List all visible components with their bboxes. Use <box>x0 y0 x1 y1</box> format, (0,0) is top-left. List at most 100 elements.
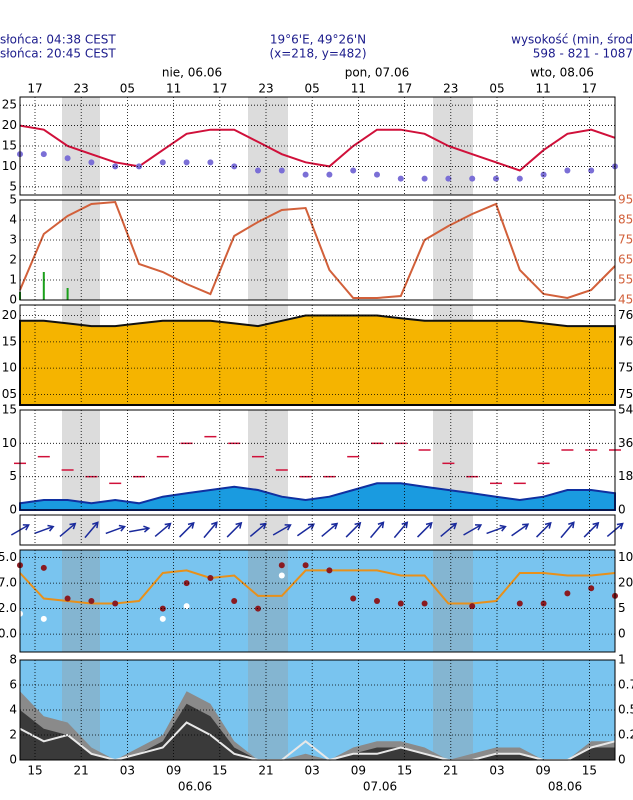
arrow-shaft <box>463 524 482 536</box>
series-dot <box>326 171 333 178</box>
series-area <box>20 703 615 760</box>
wind-arrow <box>105 524 126 535</box>
arrow-shaft <box>249 522 267 538</box>
date-label: 07.06 <box>363 780 397 794</box>
y-tick-label: 2 <box>9 253 17 267</box>
coordinates: (x=218, y=482) <box>269 47 366 61</box>
series-dot <box>302 171 309 178</box>
series-dot <box>278 167 285 174</box>
date-label: 08.06 <box>548 780 582 794</box>
series-dot <box>374 171 380 178</box>
y-tick-label: 05 <box>2 387 17 401</box>
y-tick-label: 20 <box>2 118 17 132</box>
y-tick-label: 7.0 <box>0 576 17 590</box>
y-tick-label: 10 <box>2 436 17 450</box>
wind-arrow <box>226 521 243 538</box>
day-label: pon, 07.06 <box>345 66 410 80</box>
arrow-shaft <box>393 521 408 539</box>
arrow-shaft <box>369 521 385 539</box>
wind-arrow <box>154 522 172 538</box>
panel: 05 10 15 20 75 75 76 76 <box>2 304 633 406</box>
series-dot <box>326 567 333 574</box>
arrow-shaft <box>321 522 338 538</box>
night-band <box>62 410 100 510</box>
series-dot <box>136 163 142 170</box>
arrow-head <box>259 522 267 530</box>
arrow-head <box>235 521 243 529</box>
series-dot <box>231 163 238 170</box>
y2-tick-label: 75 <box>618 387 633 401</box>
series-dot <box>183 159 190 166</box>
y2-tick-label: 36 <box>618 436 633 450</box>
panel: 0 5 10 15 0 18 36 54 <box>2 403 633 517</box>
series-dot <box>88 598 95 604</box>
panel-background <box>20 550 615 652</box>
y-tick-label: 5 <box>9 179 17 193</box>
y-tick-label: 3 <box>9 233 17 247</box>
arrow-shaft <box>560 521 575 539</box>
arrow-head <box>143 525 151 533</box>
day-label: wto, 08.06 <box>530 66 594 80</box>
hour-label: 15 <box>212 764 227 778</box>
y2-tick-label: 0.7 <box>618 678 633 692</box>
series-dot <box>112 600 119 607</box>
panel-border <box>19 409 616 511</box>
wind-arrow <box>416 521 433 538</box>
series-line <box>19 124 616 172</box>
hour-label: 11 <box>351 82 366 96</box>
series-dot <box>397 175 404 182</box>
series-dot <box>516 175 523 182</box>
arrow-head <box>92 521 99 529</box>
arrow-shaft <box>440 522 457 538</box>
arrow-shaft <box>296 523 315 537</box>
y-tick-label: 0 <box>9 293 17 307</box>
arrow-shaft <box>129 527 149 533</box>
arrow-head <box>568 521 575 529</box>
y-tick-label: 6 <box>9 678 17 692</box>
wind-arrow <box>321 522 339 538</box>
arrow-head <box>425 521 433 529</box>
y2-tick-label: 5 <box>618 601 626 615</box>
arrow-head <box>284 524 292 531</box>
arrow-shaft <box>154 522 171 538</box>
arrow-head <box>331 522 339 530</box>
hour-label: 09 <box>166 764 181 778</box>
y2-tick-label: 65 <box>618 253 633 267</box>
arrow-head <box>377 521 385 529</box>
y-tick-label: 0 <box>9 503 17 517</box>
y-tick-label: 15 <box>2 334 17 348</box>
series-dot <box>540 171 547 178</box>
arrow-shaft <box>203 521 218 539</box>
night-band <box>433 200 473 300</box>
coordinates: 19°6'E, 49°26'N <box>270 33 366 47</box>
arrow-shaft <box>511 523 529 537</box>
arrow-head <box>401 521 409 529</box>
arrow-shaft <box>416 522 433 538</box>
y-tick-label: 15 <box>2 139 17 153</box>
series-area <box>19 314 616 406</box>
arrow-shaft <box>486 525 506 535</box>
wind-arrow <box>511 523 530 537</box>
series-dot <box>183 580 190 587</box>
hour-label: 23 <box>443 82 458 96</box>
arrow-shaft <box>226 522 242 538</box>
series-dot <box>278 562 285 569</box>
y-tick-label: 0 <box>9 753 17 767</box>
series-dot <box>40 564 47 571</box>
arrow-head <box>616 522 624 530</box>
panel-border <box>19 96 616 196</box>
hour-label: 09 <box>351 764 366 778</box>
hour-label: 03 <box>489 764 504 778</box>
series-dot <box>40 151 47 158</box>
y-tick-label: 2 <box>9 728 17 742</box>
panel-border <box>19 199 616 301</box>
y-tick-label: 5.0 <box>0 550 17 564</box>
series-dot <box>231 598 238 604</box>
y2-tick-label: 10 <box>618 550 633 564</box>
wind-arrow <box>59 522 77 538</box>
hour-label: 11 <box>166 82 181 96</box>
y2-tick-label: 85 <box>618 213 633 227</box>
series-dot <box>183 603 190 610</box>
y-tick-label: 4 <box>9 213 17 227</box>
